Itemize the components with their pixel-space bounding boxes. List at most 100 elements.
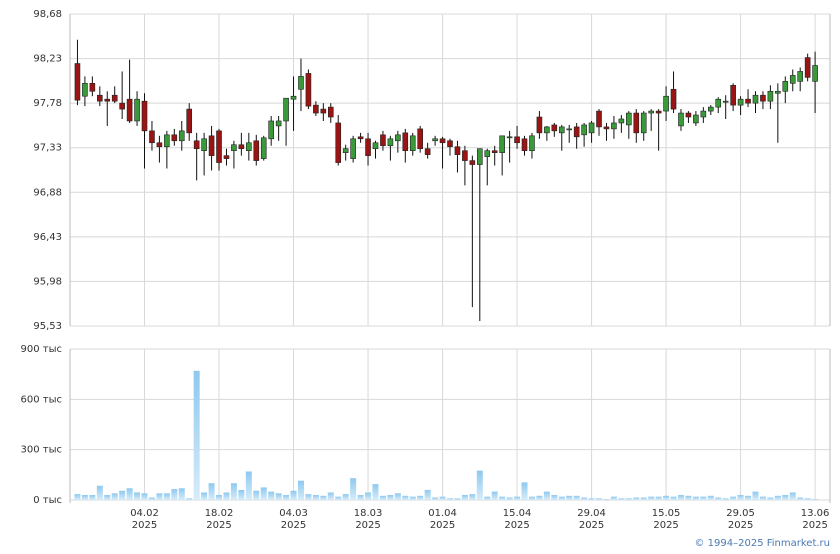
volume-bar — [119, 490, 126, 500]
x-tick-year: 2025 — [653, 520, 678, 531]
candle-body — [260, 137, 267, 159]
candle-body — [104, 98, 111, 102]
candle-body — [477, 148, 483, 165]
candle-body — [97, 94, 103, 102]
volume-bar — [394, 493, 401, 500]
volume-bar — [216, 494, 223, 500]
volume-bar — [812, 499, 819, 500]
y-tick-label: 97,33 — [33, 143, 62, 154]
candle-body — [454, 146, 461, 155]
volume-bar — [409, 496, 416, 500]
volume-bar — [514, 496, 521, 500]
y-tick-label: 96,88 — [33, 187, 62, 198]
candle-body — [558, 126, 565, 134]
volume-bar — [290, 490, 297, 500]
volume-bar — [238, 489, 245, 500]
volume-bar — [424, 489, 431, 500]
x-tick-label: 29.05 — [726, 508, 755, 519]
x-tick-label: 15.04 — [503, 508, 532, 519]
candle-body — [722, 100, 729, 103]
candle-body — [201, 138, 207, 151]
candle-body — [111, 94, 118, 102]
candle-body — [804, 57, 811, 78]
volume-bar — [745, 495, 752, 500]
volume-bar — [610, 496, 617, 500]
y-tick-label: 300 тыс — [21, 445, 62, 456]
candle-body — [730, 85, 736, 106]
candle-body — [812, 65, 818, 82]
volume-bar — [476, 470, 483, 500]
candle-body — [223, 155, 230, 159]
volume-bar — [573, 495, 580, 500]
candle-body — [327, 106, 334, 118]
x-tick-year: 2025 — [504, 520, 529, 531]
candle-body — [462, 150, 468, 161]
candle-body — [447, 140, 453, 148]
candle-body — [745, 98, 751, 104]
x-tick-year: 2025 — [802, 520, 827, 531]
footer-link[interactable]: © 1994–2025 Finmarket.ru — [694, 538, 830, 549]
candle-body — [231, 144, 237, 151]
volume-bar — [692, 496, 699, 500]
candle-body — [499, 135, 505, 153]
volume-bar — [387, 494, 394, 500]
volume-bar — [566, 495, 573, 500]
volume-bar — [96, 485, 103, 500]
candle-body — [588, 122, 595, 134]
candle-body — [298, 76, 304, 90]
volume-bar — [469, 494, 476, 500]
volume-bar — [275, 493, 282, 500]
volume-bar — [134, 492, 141, 500]
y-tick-label: 95,98 — [33, 276, 62, 287]
volume-bar — [365, 492, 372, 500]
candle-body — [603, 126, 610, 130]
candle-body — [432, 138, 438, 142]
volume-bar — [603, 499, 610, 500]
x-tick-label: 13.06 — [801, 508, 830, 519]
x-tick-label: 01.04 — [428, 508, 457, 519]
volume-bar — [178, 488, 185, 500]
volume-bar — [126, 488, 133, 500]
candle-body — [89, 83, 96, 92]
x-tick-year: 2025 — [206, 520, 231, 531]
volume-bar — [670, 496, 677, 500]
volume-bar — [558, 496, 565, 500]
volume-bar — [596, 498, 603, 500]
candle-body — [305, 73, 312, 107]
volume-bar — [230, 483, 237, 500]
candle-body — [566, 128, 573, 131]
candle-body — [350, 138, 356, 159]
volume-bar — [320, 495, 327, 500]
volume-bar — [141, 493, 148, 500]
volume-bar — [417, 495, 424, 500]
x-tick-year: 2025 — [430, 520, 455, 531]
candle-body — [685, 112, 692, 118]
volume-bar — [312, 494, 319, 500]
candle-body — [335, 122, 342, 163]
volume-bar — [350, 478, 357, 500]
volume-bar — [260, 487, 267, 500]
y-tick-label: 0 тыс — [33, 495, 62, 506]
volume-bar — [677, 494, 684, 500]
volume-bar — [305, 494, 312, 500]
candle-body — [186, 108, 193, 134]
volume-bar — [528, 496, 535, 500]
candle-body — [737, 98, 744, 106]
candle-body — [521, 138, 528, 151]
candle-body — [700, 110, 707, 118]
candle-body — [760, 94, 766, 102]
volume-bar — [297, 480, 304, 500]
x-tick-label: 04.03 — [279, 508, 308, 519]
volume-bar — [148, 497, 155, 500]
candle-body — [164, 134, 170, 148]
candle-body — [640, 112, 647, 134]
candle-body — [141, 100, 148, 132]
volume-bar — [797, 497, 804, 500]
candle-body — [789, 75, 796, 84]
x-tick-year: 2025 — [281, 520, 306, 531]
candle-body — [283, 97, 289, 122]
volume-bar — [186, 498, 193, 500]
volume-bar — [193, 370, 200, 500]
volume-bar — [357, 494, 364, 500]
